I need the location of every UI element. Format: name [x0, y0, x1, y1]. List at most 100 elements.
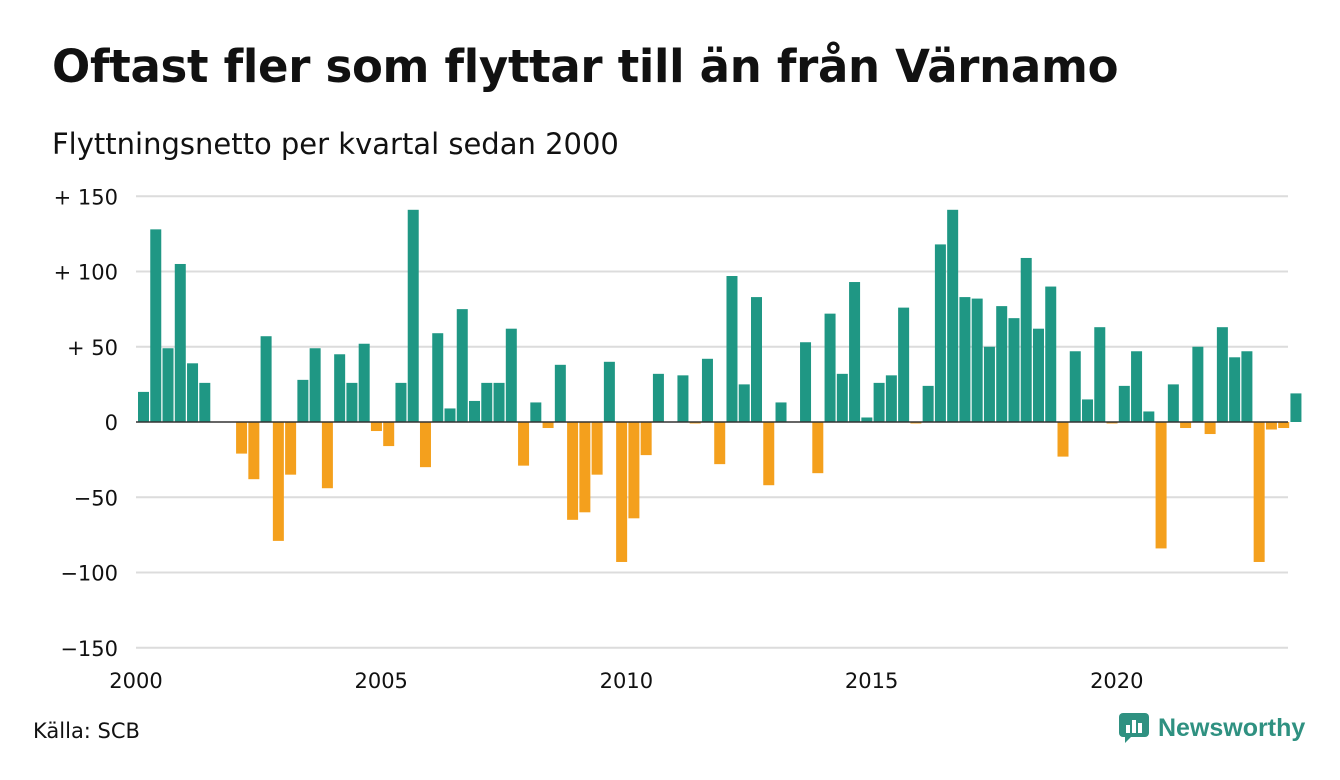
bar: 2021 K3: 50 [1192, 346, 1204, 422]
bar: 2005 K3: 141 [407, 209, 419, 422]
bar: 2001 K1: 39 [187, 363, 199, 422]
chart-title: Oftast fler som flyttar till än från Vär… [52, 40, 1119, 93]
bar: 2018 K1: 109 [1020, 257, 1032, 422]
bar: 2012 K1: 97 [726, 276, 738, 422]
bar: 2007 K3: 62 [505, 328, 517, 422]
bar: 2021 K1: 25 [1167, 384, 1179, 423]
bar: 2014 K4: 3 [861, 417, 873, 422]
bar: 2004 K3: 52 [358, 343, 370, 422]
bar: 2000 K1: 20 [138, 391, 149, 422]
x-tick-label: 2020 [1090, 669, 1143, 693]
bar: 2006 K1: 59 [432, 333, 444, 422]
x-tick-label: 2015 [845, 669, 898, 693]
bar: 2016 K3: 141 [947, 209, 959, 422]
bar: 2005 K2: 26 [395, 382, 407, 422]
bar: 2010 K1: -64 [628, 422, 640, 519]
bar: 2007 K1: 26 [481, 382, 493, 422]
y-axis-tick-labels: + 150 + 100 + 50 0 −50 −100 −150 [54, 185, 118, 661]
bar: 2000 K2: 128 [150, 229, 162, 422]
bar: 2004 K4: -6 [370, 422, 382, 432]
bar: 2015 K2: 31 [885, 375, 897, 422]
bar: 2008 K3: 38 [554, 364, 566, 422]
bar: 2004 K1: 45 [334, 354, 346, 422]
bar: 2004 K2: 26 [346, 382, 358, 422]
bar: 2003 K3: 49 [309, 348, 321, 422]
bar: 2018 K4: -23 [1057, 422, 1069, 457]
bar: 2010 K3: 32 [652, 373, 664, 422]
bar: 2018 K2: 62 [1032, 328, 1044, 422]
bar: 2014 K1: 72 [824, 313, 836, 422]
bar: 2017 K4: 69 [1008, 318, 1020, 422]
bar: 2014 K2: 32 [836, 373, 848, 422]
bar: 2023 K2: -4 [1278, 422, 1290, 429]
bar: 2002 K1: -21 [236, 422, 248, 454]
bar: 2017 K2: 50 [983, 346, 995, 422]
y-tick-label: + 150 [54, 185, 118, 209]
bar: 2009 K3: 40 [603, 361, 615, 422]
brand-logo[interactable]: Newsworthy [1118, 712, 1305, 744]
bar: 2020 K1: 24 [1118, 385, 1130, 422]
bar: 2022 K4: -93 [1253, 422, 1265, 562]
bar: 2009 K1: -60 [579, 422, 591, 513]
x-tick-label: 2000 [109, 669, 162, 693]
bar: 2000 K3: 49 [162, 348, 174, 422]
bar: 2022 K2: 43 [1229, 357, 1241, 422]
bar: 2013 K4: -34 [812, 422, 824, 474]
bar: 2011 K3: 42 [701, 358, 713, 422]
bar: 2020 K4: -84 [1155, 422, 1167, 549]
bar: 2012 K3: 83 [751, 297, 762, 422]
bar: 2022 K1: 63 [1216, 327, 1228, 422]
bar: 2014 K3: 93 [849, 282, 861, 422]
bar: 2016 K4: 83 [959, 297, 971, 422]
bar: 2008 K1: 13 [530, 402, 542, 422]
chart-subtitle: Flyttningsnetto per kvartal sedan 2000 [52, 127, 619, 161]
bar: 2023 K1: -5 [1265, 422, 1277, 430]
bar: 2005 K1: -16 [383, 422, 395, 447]
bar: 2019 K2: 15 [1082, 399, 1094, 422]
bar: 2009 K2: -35 [591, 422, 603, 475]
bar: 2015 K1: 26 [873, 382, 885, 422]
bar: 2007 K4: -29 [518, 422, 530, 466]
bar: 2007 K2: 26 [493, 382, 505, 422]
bar: 2017 K3: 77 [996, 306, 1008, 422]
bar: 2022 K3: 47 [1241, 351, 1253, 422]
bar: 2013 K3: 53 [800, 342, 812, 423]
bar: 2002 K3: 57 [260, 336, 272, 422]
bar: 2011 K4: -28 [714, 422, 726, 465]
bar: 2012 K4: -42 [763, 422, 775, 486]
bars: 2000 K1: 202000 K2: 1282000 K3: 492000 K… [138, 209, 1302, 562]
x-tick-label: 2005 [354, 669, 407, 693]
y-tick-label: −150 [60, 637, 118, 661]
bar: 2003 K4: -44 [321, 422, 333, 489]
bar: 2002 K2: -38 [248, 422, 260, 480]
bar: 2005 K4: -30 [419, 422, 431, 468]
bar: 2006 K3: 75 [456, 309, 468, 422]
bar: 2021 K2: -4 [1180, 422, 1192, 429]
bar: 2012 K2: 25 [738, 384, 750, 423]
bar: 2003 K1: -35 [285, 422, 297, 475]
y-tick-label: −100 [60, 562, 118, 586]
bar: 2020 K2: 47 [1131, 351, 1143, 422]
bar: 2008 K2: -4 [542, 422, 554, 429]
bar: 2003 K2: 28 [297, 379, 309, 422]
newsworthy-logo-icon [1119, 713, 1149, 743]
bar: 2010 K2: -22 [640, 422, 652, 456]
source-note: Källa: SCB [33, 719, 140, 743]
y-tick-label: 0 [105, 411, 118, 435]
bar: 2008 K4: -65 [567, 422, 579, 520]
bar: 2000 K4: 105 [174, 263, 186, 422]
brand-name: Newsworthy [1158, 713, 1306, 742]
bar: 2013 K1: 13 [775, 402, 787, 422]
y-tick-label: + 50 [67, 336, 118, 360]
bar: 2020 K3: 7 [1143, 411, 1155, 422]
bar: 2016 K1: 24 [922, 385, 934, 422]
bar: 2021 K4: -8 [1204, 422, 1216, 435]
bar: 2019 K3: 63 [1094, 327, 1106, 422]
y-tick-label: + 100 [54, 261, 118, 285]
bar: 2011 K1: 31 [677, 375, 689, 422]
x-axis-tick-labels: 2000 2005 2010 2015 2020 [109, 669, 1143, 693]
bar: 2019 K1: 47 [1069, 351, 1081, 422]
bar: 2009 K4: -93 [616, 422, 628, 562]
bar: 2006 K4: 14 [469, 400, 481, 422]
bar: 2016 K2: 118 [934, 244, 946, 422]
